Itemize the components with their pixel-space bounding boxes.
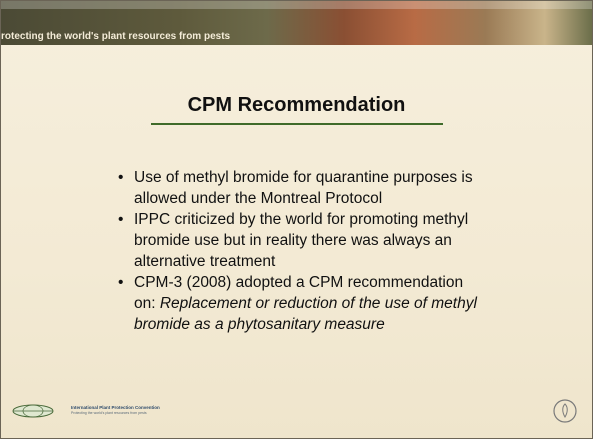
banner-shine <box>1 1 592 9</box>
fao-wheat <box>562 403 568 418</box>
bullet: IPPC criticized by the world for promoti… <box>118 209 478 272</box>
bullet-emphasis: Replacement or reduction of the use of m… <box>134 295 477 333</box>
bullet-text: Use of methyl bromide for quarantine pur… <box>134 169 473 207</box>
bullet-list: Use of methyl bromide for quarantine pur… <box>118 167 478 335</box>
slide-title: CPM Recommendation <box>187 94 406 116</box>
logo-tagline: Protecting the world's plant resources f… <box>71 411 147 415</box>
bullet-text: IPPC criticized by the world for promoti… <box>134 211 469 270</box>
logo-name: International Plant Protection Conventio… <box>71 405 160 410</box>
title-underline <box>151 123 443 125</box>
bullet: Use of methyl bromide for quarantine pur… <box>118 167 478 209</box>
bullet: CPM-3 (2008) adopted a CPM recommendatio… <box>118 272 478 335</box>
tagline: rotecting the world's plant resources fr… <box>1 31 231 42</box>
fao-logo <box>553 399 577 423</box>
ippc-logo <box>12 404 54 418</box>
fao-ring <box>553 399 577 423</box>
banner: rotecting the world's plant resources fr… <box>1 1 592 45</box>
bullet-text: CPM-3 (2008) adopted a CPM recommendatio… <box>134 274 464 312</box>
